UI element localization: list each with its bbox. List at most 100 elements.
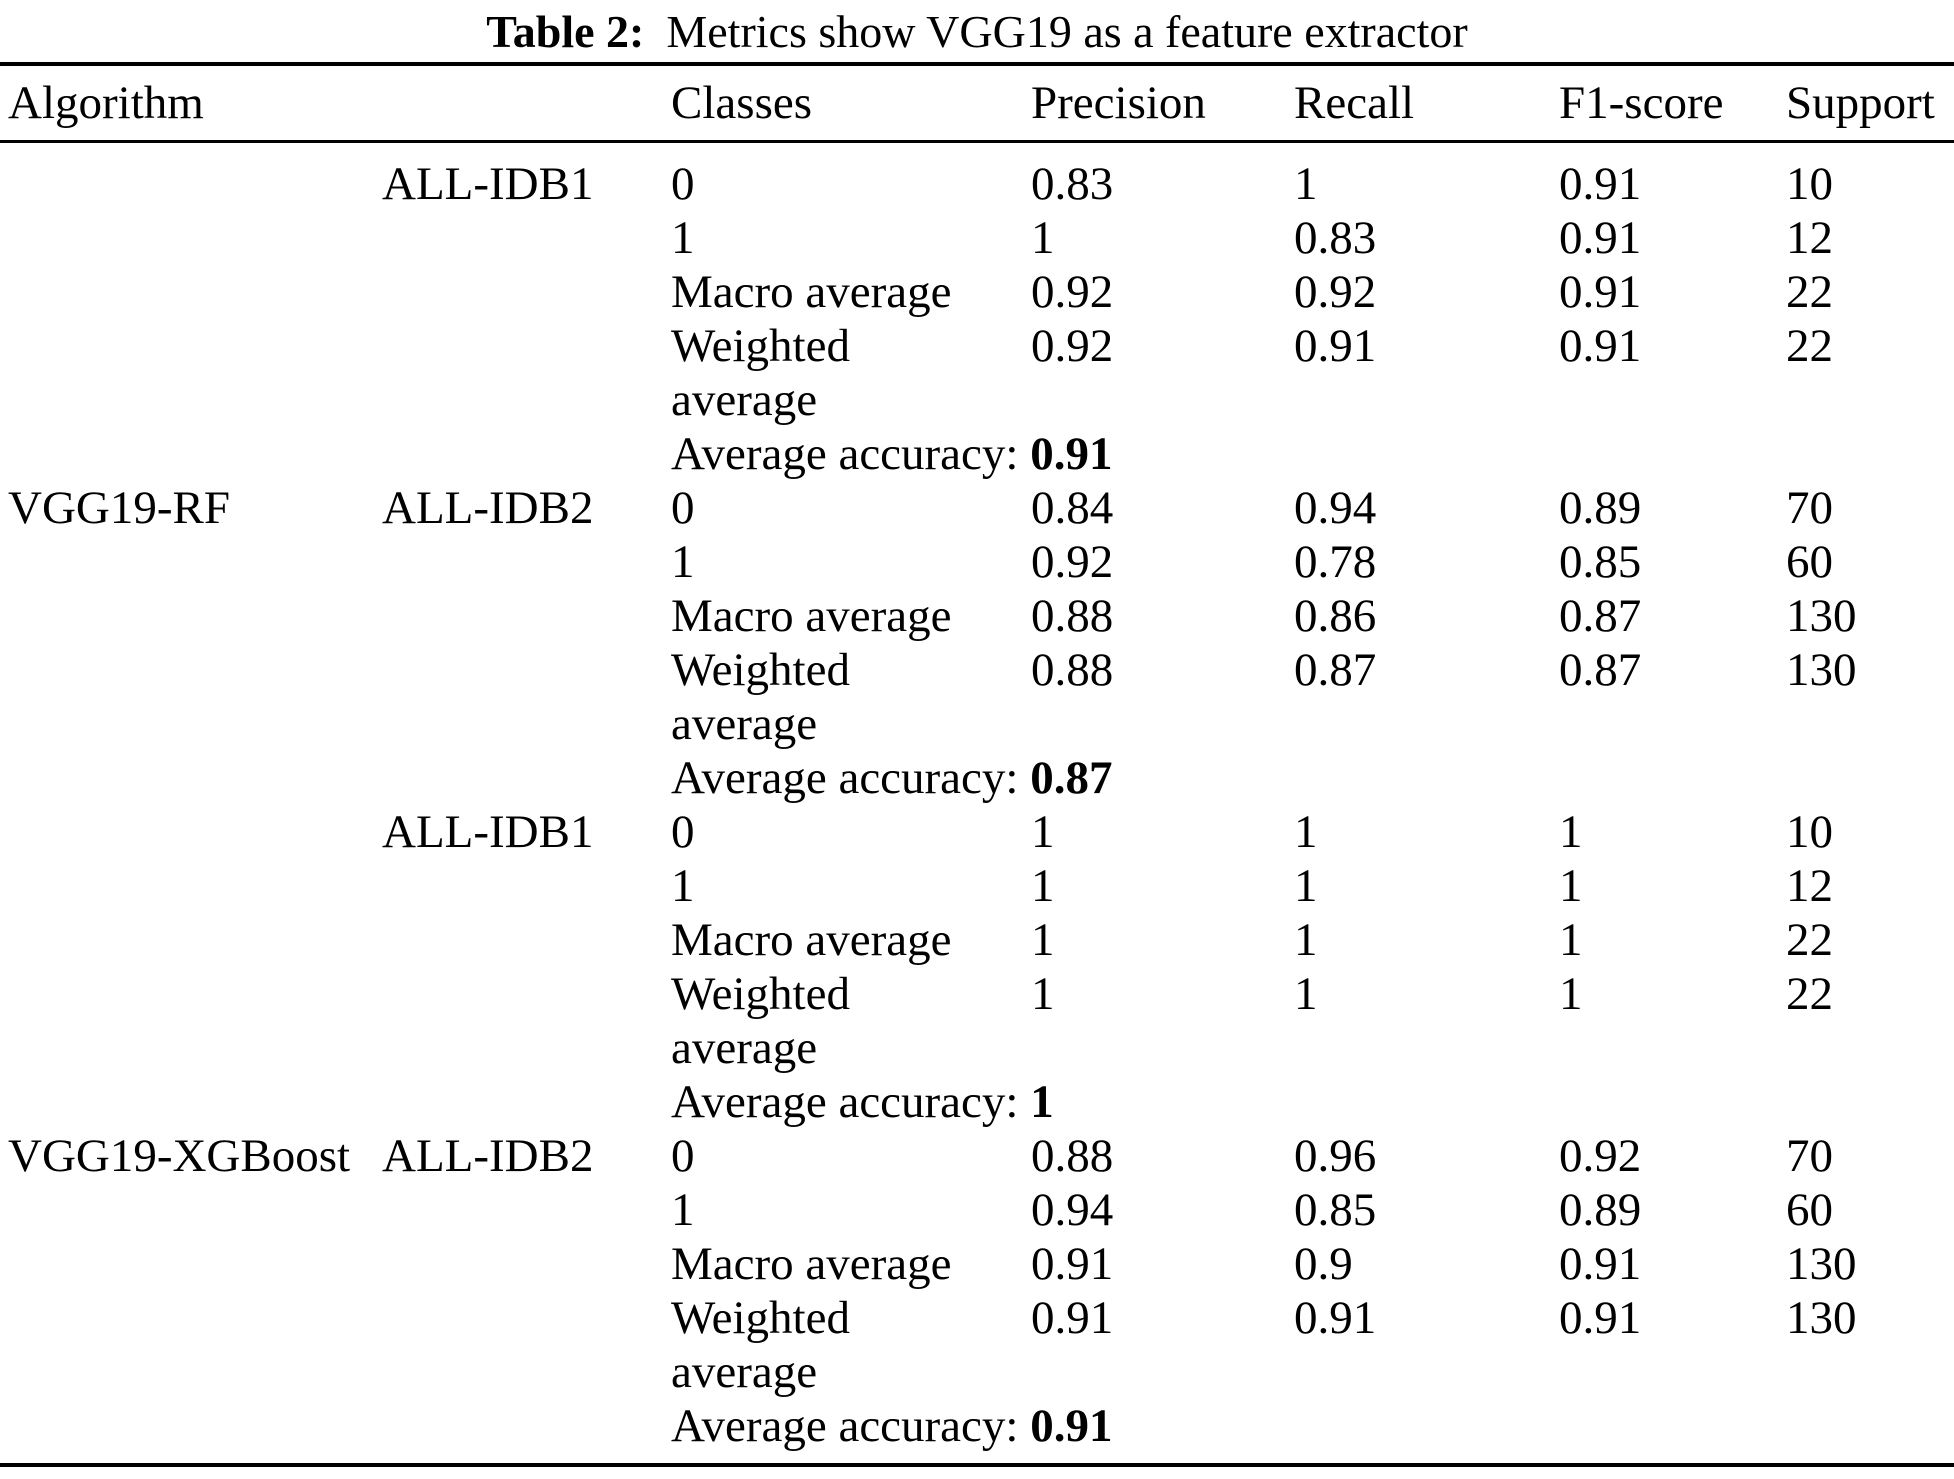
class-label-cell: 1 xyxy=(671,535,695,588)
recall-cell: 0.85 xyxy=(1294,1183,1377,1236)
precision-cell: 1 xyxy=(1031,967,1055,1020)
class-label-cell: 0 xyxy=(671,481,695,534)
precision-cell: 1 xyxy=(1031,211,1055,264)
average-accuracy-label: Average accuracy: xyxy=(671,427,1019,480)
average-accuracy-value: 0.91 xyxy=(1030,427,1113,480)
support-cell: 12 xyxy=(1786,859,1834,912)
support-cell: 10 xyxy=(1786,157,1834,210)
recall-cell: 1 xyxy=(1294,157,1318,210)
f1-cell: 0.91 xyxy=(1559,1237,1642,1290)
recall-cell: 0.91 xyxy=(1294,1291,1377,1344)
table-caption-number: Table 2: xyxy=(486,6,645,57)
average-accuracy-value: 1 xyxy=(1030,1075,1054,1128)
table-row: VGG19-XGBoost ALL-IDB1 0 1 1 1 10 xyxy=(0,805,1954,1182)
class-label-cell: Macro average xyxy=(671,265,952,318)
table-row: Macro average 1 1 1 22 xyxy=(0,913,1954,967)
average-accuracy-cell: Average accuracy: 0.87 xyxy=(671,751,1954,805)
class-label-cell: 0 xyxy=(671,157,695,210)
precision-cell: 0.92 xyxy=(1031,319,1114,372)
f1-cell: 0.91 xyxy=(1559,157,1642,210)
precision-cell: 1 xyxy=(1031,913,1055,966)
header-support: Support xyxy=(1786,64,1954,143)
header-algorithm: Algorithm xyxy=(0,64,672,143)
header-recall: Recall xyxy=(1294,64,1560,143)
f1-cell: 0.91 xyxy=(1559,1291,1642,1344)
table-row: 1 1 0.83 0.91 12 xyxy=(0,211,1954,265)
class-label-cell: Weighted average xyxy=(671,319,850,426)
recall-cell: 0.83 xyxy=(1294,211,1377,264)
support-cell: 10 xyxy=(1786,805,1834,858)
table-row: Weighted average 0.91 0.91 0.91 130 xyxy=(0,1291,1954,1399)
average-accuracy-value: 0.87 xyxy=(1030,751,1113,804)
accuracy-row: Average accuracy: 0.91 xyxy=(0,1399,1954,1465)
precision-cell: 0.88 xyxy=(1031,589,1114,642)
support-cell: 22 xyxy=(1786,967,1834,1020)
f1-cell: 0.91 xyxy=(1559,265,1642,318)
recall-cell: 1 xyxy=(1294,967,1318,1020)
average-accuracy-label: Average accuracy: xyxy=(671,1075,1019,1128)
class-label-cell: 0 xyxy=(671,1129,695,1182)
table-row: Macro average 0.88 0.86 0.87 130 xyxy=(0,589,1954,643)
table-row: Weighted average 0.88 0.87 0.87 130 xyxy=(0,643,1954,751)
support-cell: 130 xyxy=(1786,1291,1857,1344)
class-label-cell: Macro average xyxy=(671,1237,952,1290)
f1-cell: 1 xyxy=(1559,859,1583,912)
dataset-cell: ALL-IDB1 xyxy=(382,805,594,858)
support-cell: 130 xyxy=(1786,643,1857,696)
accuracy-row: Average accuracy: 1 xyxy=(0,1075,1954,1129)
precision-cell: 0.94 xyxy=(1031,1183,1114,1236)
dataset-cell: ALL-IDB2 xyxy=(382,1129,594,1182)
f1-cell: 0.87 xyxy=(1559,643,1642,696)
support-cell: 22 xyxy=(1786,913,1834,966)
class-label-cell: Weighted average xyxy=(671,1291,850,1398)
table-row: ALL-IDB2 0 0.88 0.96 0.92 70 xyxy=(0,1129,1954,1183)
recall-cell: 1 xyxy=(1294,913,1318,966)
support-cell: 22 xyxy=(1786,265,1834,318)
f1-cell: 0.87 xyxy=(1559,589,1642,642)
average-accuracy-cell: Average accuracy: 0.91 xyxy=(671,1399,1954,1465)
table-row: Weighted average 0.92 0.91 0.91 22 xyxy=(0,319,1954,427)
header-row: Algorithm Classes Precision Recall F1-sc… xyxy=(0,64,1954,143)
average-accuracy-value: 0.91 xyxy=(1030,1399,1113,1452)
precision-cell: 0.84 xyxy=(1031,481,1114,534)
dataset-cell: ALL-IDB1 xyxy=(382,157,594,210)
average-accuracy-label: Average accuracy: xyxy=(671,751,1019,804)
f1-cell: 0.89 xyxy=(1559,1183,1642,1236)
average-accuracy-cell: Average accuracy: 1 xyxy=(671,1075,1954,1129)
table-caption: Table 2: Metrics show VGG19 as a feature … xyxy=(0,0,1954,62)
table-row: ALL-IDB2 0 0.84 0.94 0.89 70 xyxy=(0,481,1954,535)
support-cell: 130 xyxy=(1786,1237,1857,1290)
support-cell: 60 xyxy=(1786,535,1834,588)
table-row: 1 1 1 1 12 xyxy=(0,859,1954,913)
f1-cell: 1 xyxy=(1559,805,1583,858)
precision-cell: 0.88 xyxy=(1031,1129,1114,1182)
recall-cell: 0.86 xyxy=(1294,589,1377,642)
class-label-cell: Macro average xyxy=(671,589,952,642)
recall-cell: 0.91 xyxy=(1294,319,1377,372)
table-row: VGG19-RF ALL-IDB1 0 0.83 1 0.91 10 xyxy=(0,141,1954,534)
precision-cell: 0.92 xyxy=(1031,265,1114,318)
precision-cell: 0.91 xyxy=(1031,1291,1114,1344)
header-classes: Classes xyxy=(671,64,1032,143)
support-cell: 60 xyxy=(1786,1183,1834,1236)
average-accuracy-cell: Average accuracy: 0.91 xyxy=(671,427,1954,481)
class-label-cell: Weighted average xyxy=(671,643,850,750)
table-row: Macro average 0.91 0.9 0.91 130 xyxy=(0,1237,1954,1291)
accuracy-row: Average accuracy: 0.87 xyxy=(0,751,1954,805)
recall-cell: 1 xyxy=(1294,805,1318,858)
class-label-cell: 0 xyxy=(671,805,695,858)
class-label-cell: Macro average xyxy=(671,913,952,966)
algorithm-cell: VGG19-RF xyxy=(8,481,230,534)
recall-cell: 1 xyxy=(1294,859,1318,912)
recall-cell: 0.92 xyxy=(1294,265,1377,318)
f1-cell: 1 xyxy=(1559,967,1583,1020)
header-precision: Precision xyxy=(1031,64,1295,143)
f1-cell: 0.91 xyxy=(1559,319,1642,372)
metrics-table: Algorithm Classes Precision Recall F1-sc… xyxy=(0,62,1954,1467)
accuracy-row: Average accuracy: 0.91 xyxy=(0,427,1954,481)
support-cell: 12 xyxy=(1786,211,1834,264)
precision-cell: 1 xyxy=(1031,859,1055,912)
class-label-cell: 1 xyxy=(671,1183,695,1236)
support-cell: 130 xyxy=(1786,589,1857,642)
f1-cell: 0.85 xyxy=(1559,535,1642,588)
